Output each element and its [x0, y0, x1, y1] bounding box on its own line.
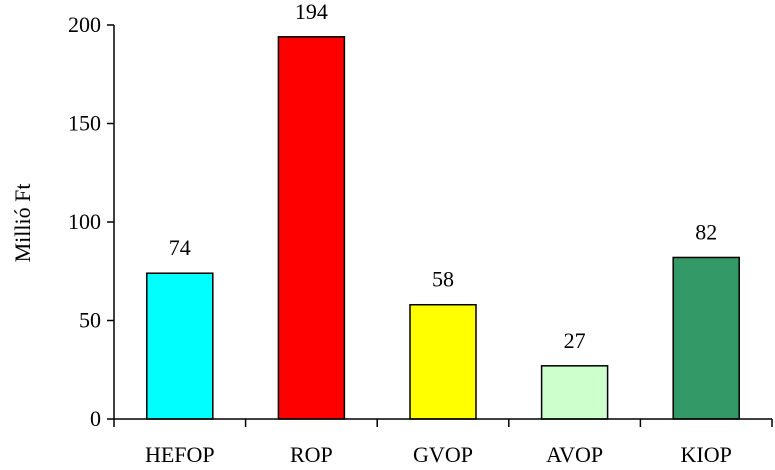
bar-hefop	[146, 272, 214, 420]
y-tick-label: 200	[68, 12, 101, 37]
data-label: 27	[564, 328, 586, 353]
x-tick-label: HEFOP	[145, 442, 215, 467]
y-tick-label: 50	[79, 308, 101, 333]
data-label: 74	[169, 235, 191, 260]
bar-rop	[277, 36, 346, 420]
y-tick-label: 0	[90, 406, 101, 431]
data-label: 58	[432, 267, 454, 292]
y-tick-label: 100	[68, 209, 101, 234]
data-label: 82	[695, 219, 717, 244]
bar-gvop	[409, 303, 477, 420]
y-tick-label: 150	[68, 111, 101, 136]
bar-kiop	[672, 256, 740, 420]
x-tick-label: ROP	[290, 442, 333, 467]
x-tick-label: KIOP	[681, 442, 732, 467]
x-tick-label: AVOP	[546, 442, 603, 467]
plot-area: 0 50 100 150 200 74 HEFOP 194 ROP 58 GVOP 27 AVOP 82 K…	[68, 0, 773, 467]
x-tick-label: GVOP	[413, 442, 473, 467]
y-axis-label: Millió Ft	[10, 184, 35, 263]
data-label: 194	[295, 0, 328, 24]
bar-avop	[540, 365, 609, 420]
